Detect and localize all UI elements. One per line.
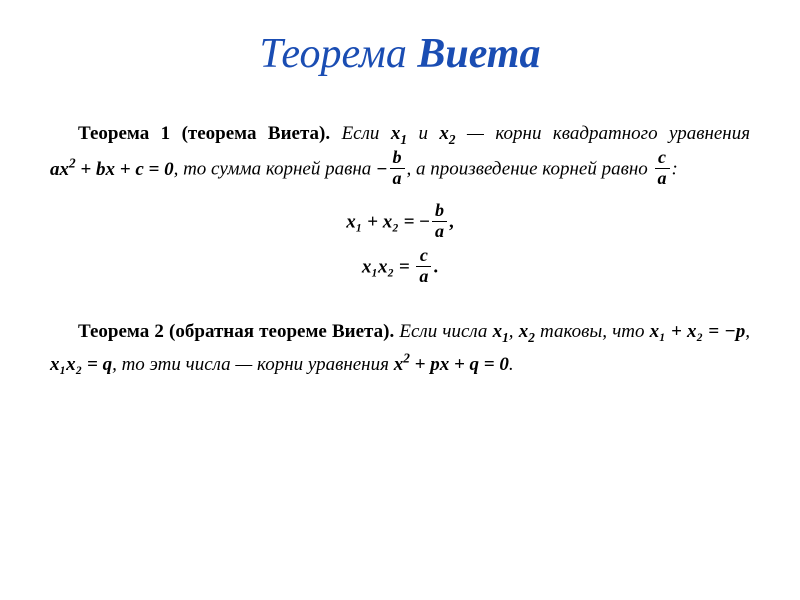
t1-sub2: 2	[449, 132, 456, 147]
t1-run4: , а произведение корней равно	[407, 159, 648, 180]
t1-x1: x	[391, 123, 401, 144]
t1-f2-num: c	[416, 246, 431, 267]
t1-frac1-num: b	[390, 148, 405, 169]
t2-fp: p	[430, 354, 440, 375]
t2-eq1: x₁ + x₂ = −p	[650, 321, 746, 342]
t2-eq2: x₁x₂ = q	[50, 354, 112, 375]
t1-eq-eq: = 0	[144, 159, 174, 180]
t2-period: .	[509, 354, 514, 375]
title-word-2: Виета	[417, 31, 540, 77]
t1-and: и	[418, 123, 428, 144]
t1-f1-frac: ba	[432, 201, 447, 242]
t1-eq-x2: x	[105, 159, 115, 180]
t1-eq-p1: +	[76, 159, 96, 180]
theorem-1-head: Теорема 1 (теорема Виета).	[50, 123, 330, 144]
t1-frac1-den: a	[390, 169, 405, 189]
t1-run1: Если	[342, 123, 380, 144]
t2-feq: = 0	[479, 354, 509, 375]
t1-eq-a: a	[50, 159, 60, 180]
t2-run1: Если числа	[399, 321, 487, 342]
t1-run2: — корни квадратного уравнения	[467, 123, 750, 144]
t2-comma: ,	[509, 321, 514, 342]
t1-f1-minus: −	[419, 212, 430, 233]
t1-eq-p2: +	[115, 159, 135, 180]
t1-eq-sup: 2	[69, 156, 76, 171]
t1-f2-end: .	[433, 256, 438, 277]
t1-f1-lhs: x₁ + x₂ =	[346, 212, 414, 233]
title-word-1: Теорема	[260, 31, 407, 77]
t2-sub2: 2	[528, 330, 535, 345]
t1-frac2: ca	[655, 148, 670, 189]
t1-f1-end: ,	[449, 212, 454, 233]
t2-fp2: +	[449, 354, 469, 375]
t1-f2-lhs: x₁x₂ =	[362, 256, 410, 277]
t1-formula-2: x₁x₂ = ca.	[50, 248, 750, 289]
t1-minus: −	[376, 159, 388, 180]
t1-colon: :	[672, 159, 678, 180]
t2-fp1: +	[410, 354, 430, 375]
t2-eqsep: ,	[745, 321, 750, 342]
t1-run3: , то сумма корней равна	[174, 159, 372, 180]
t1-f2-den: a	[416, 267, 431, 287]
t1-x2: x	[439, 123, 449, 144]
t1-f2-frac: ca	[416, 246, 431, 287]
t1-frac2-num: c	[655, 148, 670, 169]
t2-x1: x	[493, 321, 503, 342]
t2-run3: , то эти числа — корни уравнения	[112, 354, 389, 375]
t1-sub1: 1	[400, 132, 407, 147]
theorem-2: Теорема 2 (обратная теореме Виета). Если…	[50, 316, 750, 381]
t2-fq: q	[470, 354, 480, 375]
t1-eq-x: x	[60, 159, 70, 180]
t1-eq-c: c	[135, 159, 143, 180]
t1-frac1: ba	[390, 148, 405, 189]
theorem-1: Теорема 1 (теорема Виета). Если x1 и x2 …	[50, 118, 750, 191]
theorem-2-head: Теорема 2 (обратная теореме Виета).	[50, 321, 394, 342]
t1-frac2-den: a	[655, 169, 670, 189]
t2-fx2: x	[440, 354, 450, 375]
page: Теорема Виета Теорема 1 (теорема Виета).…	[0, 0, 800, 600]
t2-sub1: 1	[502, 330, 509, 345]
t2-run2: таковы, что	[540, 321, 644, 342]
t1-f1-den: a	[432, 222, 447, 242]
t2-fx: x	[394, 354, 404, 375]
t2-x2: x	[519, 321, 529, 342]
t1-formula-1: x₁ + x₂ = −ba,	[50, 203, 750, 244]
t1-f1-num: b	[432, 201, 447, 222]
t2-fsup: 2	[403, 350, 410, 365]
theorem-1-formulas: x₁ + x₂ = −ba, x₁x₂ = ca.	[50, 203, 750, 288]
page-title: Теорема Виета	[50, 30, 750, 78]
